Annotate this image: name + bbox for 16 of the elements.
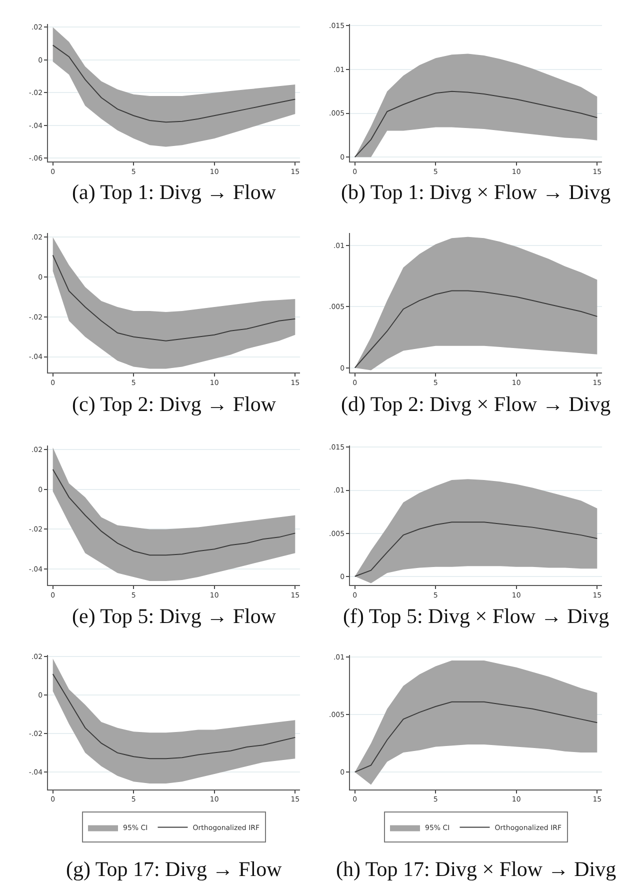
text: (f) Top 5: Divg × Flow → Divg [343, 604, 610, 628]
line-series [52, 674, 296, 760]
line-series [354, 90, 598, 158]
line-series [52, 254, 296, 342]
text: (d) Top 2: Divg × Flow → Divg [341, 392, 612, 416]
text: (g) Top 17: Divg → Flow [66, 857, 283, 881]
text: (h) Top 17: Divg × Flow → Divg [336, 857, 617, 881]
text: (c) Top 2: Divg → Flow [72, 392, 277, 416]
line-series [52, 44, 296, 123]
text: (e) Top 5: Divg → Flow [72, 604, 277, 628]
text: (a) Top 1: Divg → Flow [72, 180, 277, 204]
line-series [52, 468, 296, 556]
line-series [354, 522, 598, 577]
text: (b) Top 1: Divg × Flow → Divg [341, 180, 612, 204]
line-series [354, 701, 598, 773]
line-series [354, 290, 598, 368]
